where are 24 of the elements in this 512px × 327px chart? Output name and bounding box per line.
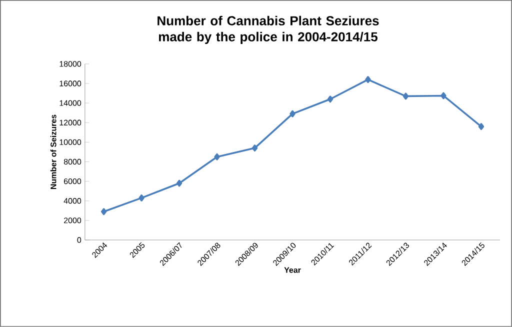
y-tick-label: 0 bbox=[77, 237, 82, 243]
y-tick-label: 18000 bbox=[60, 61, 82, 67]
point bbox=[327, 96, 334, 103]
point bbox=[252, 144, 258, 152]
y-axis-title: Number of Seizures bbox=[50, 114, 56, 190]
point bbox=[214, 153, 220, 160]
chart-title: Number of Cannabis Plant Seziures made by the police in 2004-2014/15 bbox=[158, 16, 379, 44]
x-axis-title: Year bbox=[284, 267, 301, 273]
point bbox=[176, 180, 182, 187]
point bbox=[290, 110, 296, 118]
point bbox=[365, 76, 371, 84]
y-tick-label: 6000 bbox=[64, 178, 82, 184]
point bbox=[440, 92, 446, 100]
point bbox=[138, 194, 144, 202]
y-tick-label: 8000 bbox=[64, 158, 82, 165]
y-tick-label: 4000 bbox=[64, 198, 82, 204]
y-tick-label: 2000 bbox=[64, 218, 82, 224]
y-tick-label: 16000 bbox=[60, 80, 82, 86]
point bbox=[402, 92, 409, 100]
y-tick-label: 12000 bbox=[60, 120, 82, 126]
y-tick-label: 14000 bbox=[60, 100, 82, 106]
point bbox=[478, 123, 484, 130]
point bbox=[100, 208, 107, 216]
y-tick-label: 10000 bbox=[60, 139, 82, 146]
